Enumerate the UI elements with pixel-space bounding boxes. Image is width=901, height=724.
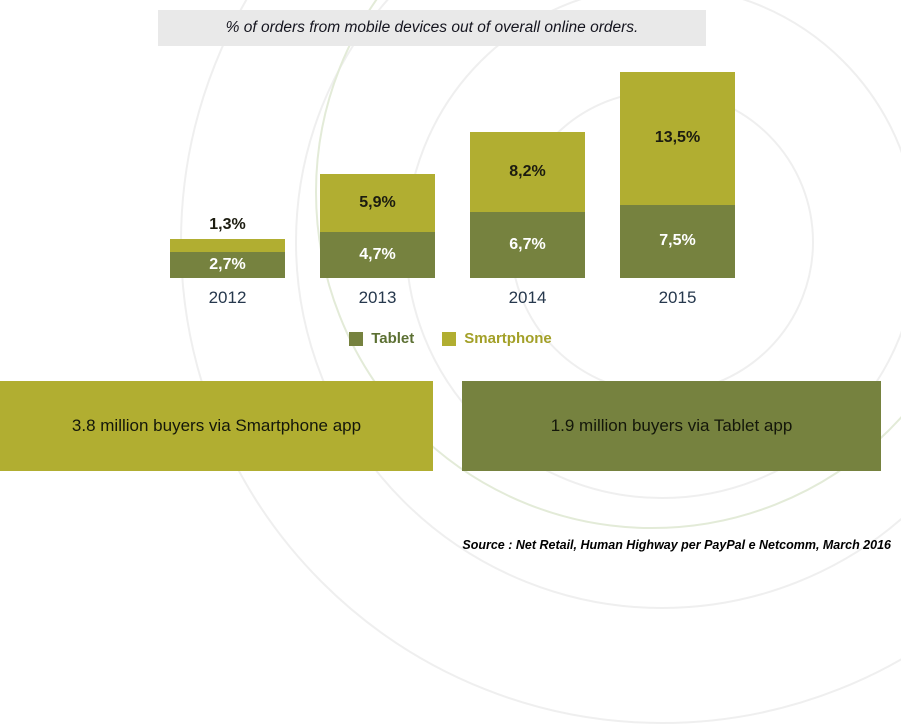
tablet-swatch-icon xyxy=(349,331,364,346)
legend-item-smartphone: Smartphone xyxy=(442,330,552,347)
chart-legend: Tablet Smartphone xyxy=(0,330,901,347)
bar-chart: 1,3% 2,7% 2012 5,9% 4,7% 2013 8,2% 6,7% 2014 13,5… xyxy=(170,62,735,318)
x-axis-label: 2015 xyxy=(658,288,697,307)
x-axis-label: 2013 xyxy=(358,288,397,307)
tablet-banner: 1.9 million buyers via Tablet app xyxy=(462,381,881,471)
smartphone-banner: 3.8 million buyers via Smartphone app xyxy=(0,381,433,471)
legend-label-smartphone: Smartphone xyxy=(464,330,552,347)
smartphone-swatch-icon xyxy=(442,331,457,346)
bar-group-2013: 5,9% 4,7% 2013 xyxy=(320,62,435,318)
legend-item-tablet: Tablet xyxy=(349,330,414,347)
smartphone-segment: 5,9% xyxy=(320,174,435,232)
x-axis-label: 2012 xyxy=(208,288,247,307)
bar-group-2012: 1,3% 2,7% 2012 xyxy=(170,62,285,318)
tablet-segment: 7,5% xyxy=(620,204,735,278)
smartphone-segment xyxy=(170,238,285,252)
chart-title: % of orders from mobile devices out of o… xyxy=(158,10,706,46)
tablet-segment: 2,7% xyxy=(170,251,285,278)
tablet-segment: 4,7% xyxy=(320,231,435,278)
x-axis-label: 2014 xyxy=(508,288,547,307)
smartphone-value-label: 1,3% xyxy=(209,215,246,233)
smartphone-segment: 8,2% xyxy=(470,131,585,213)
source-note: Source : Net Retail, Human Highway per P… xyxy=(462,538,891,552)
bar-group-2015: 13,5% 7,5% 2015 xyxy=(620,62,735,318)
legend-label-tablet: Tablet xyxy=(371,330,415,347)
smartphone-segment: 13,5% xyxy=(620,72,735,205)
bar-group-2014: 8,2% 6,7% 2014 xyxy=(470,62,585,318)
tablet-segment: 6,7% xyxy=(470,212,585,278)
